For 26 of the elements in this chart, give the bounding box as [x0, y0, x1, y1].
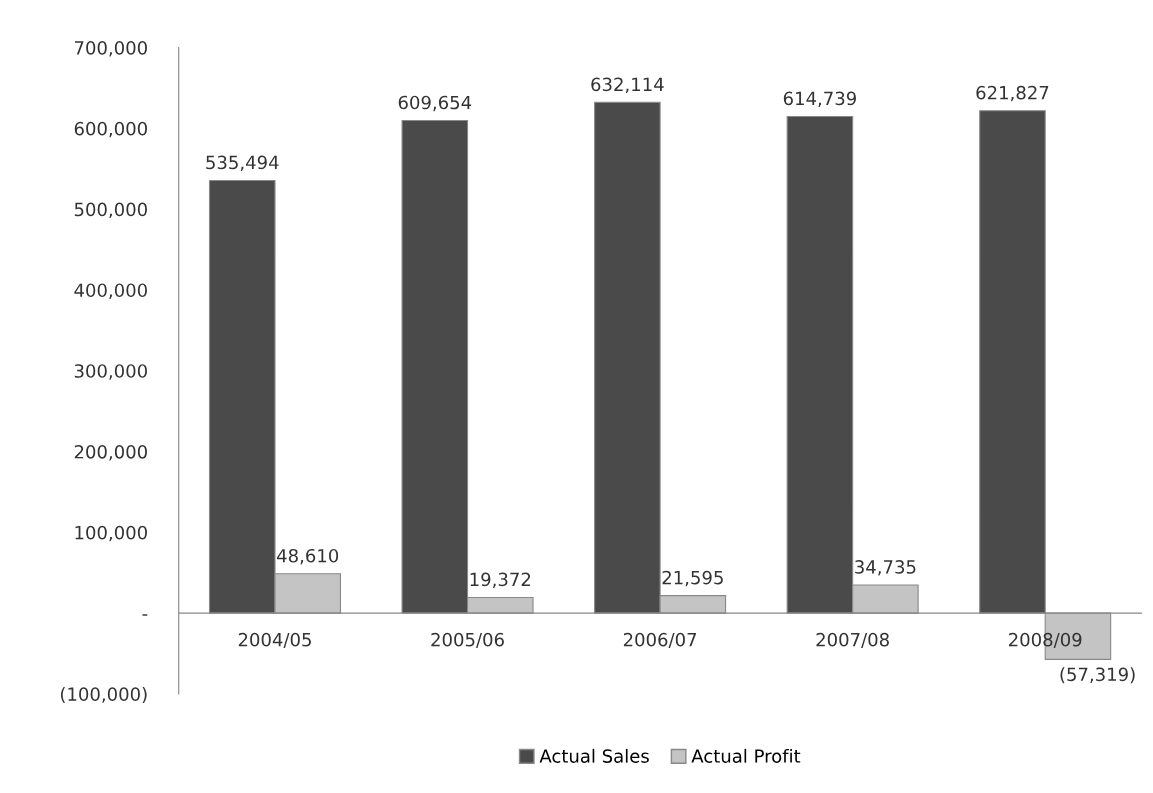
- legend-label: Actual Sales: [539, 748, 649, 763]
- data-label: 621,827: [976, 85, 1049, 102]
- y-tick-label: (100,000): [60, 687, 147, 704]
- x-tick-label: 2007/08: [816, 632, 889, 648]
- data-label: 19,372: [470, 572, 531, 589]
- data-label: 34,735: [855, 560, 916, 576]
- data-label: 48,610: [277, 548, 339, 565]
- x-tick-label: 2006/07: [623, 632, 697, 648]
- data-label: 632,114: [591, 77, 664, 94]
- y-tick-label: 500,000: [74, 202, 147, 219]
- y-tick-label: 200,000: [74, 444, 147, 461]
- y-tick-label: 700,000: [74, 41, 147, 57]
- data-label: 21,595: [662, 570, 723, 587]
- data-label: (57,319): [1060, 667, 1135, 684]
- y-tick-label: 600,000: [74, 121, 147, 138]
- y-tick-label: 100,000: [75, 525, 147, 542]
- legend-label: Actual Profit: [691, 748, 801, 763]
- y-tick-label: 400,000: [74, 283, 147, 299]
- data-label: 614,739: [783, 91, 856, 108]
- data-label: 609,654: [398, 95, 472, 112]
- data-label: 535,494: [206, 155, 279, 172]
- x-tick-label: 2008/09: [1009, 632, 1082, 648]
- y-tick-label: 300,000: [74, 364, 147, 380]
- y-tick-label: -: [142, 614, 148, 616]
- x-tick-label: 2005/06: [431, 632, 504, 648]
- x-tick-label: 2004/05: [238, 632, 311, 648]
